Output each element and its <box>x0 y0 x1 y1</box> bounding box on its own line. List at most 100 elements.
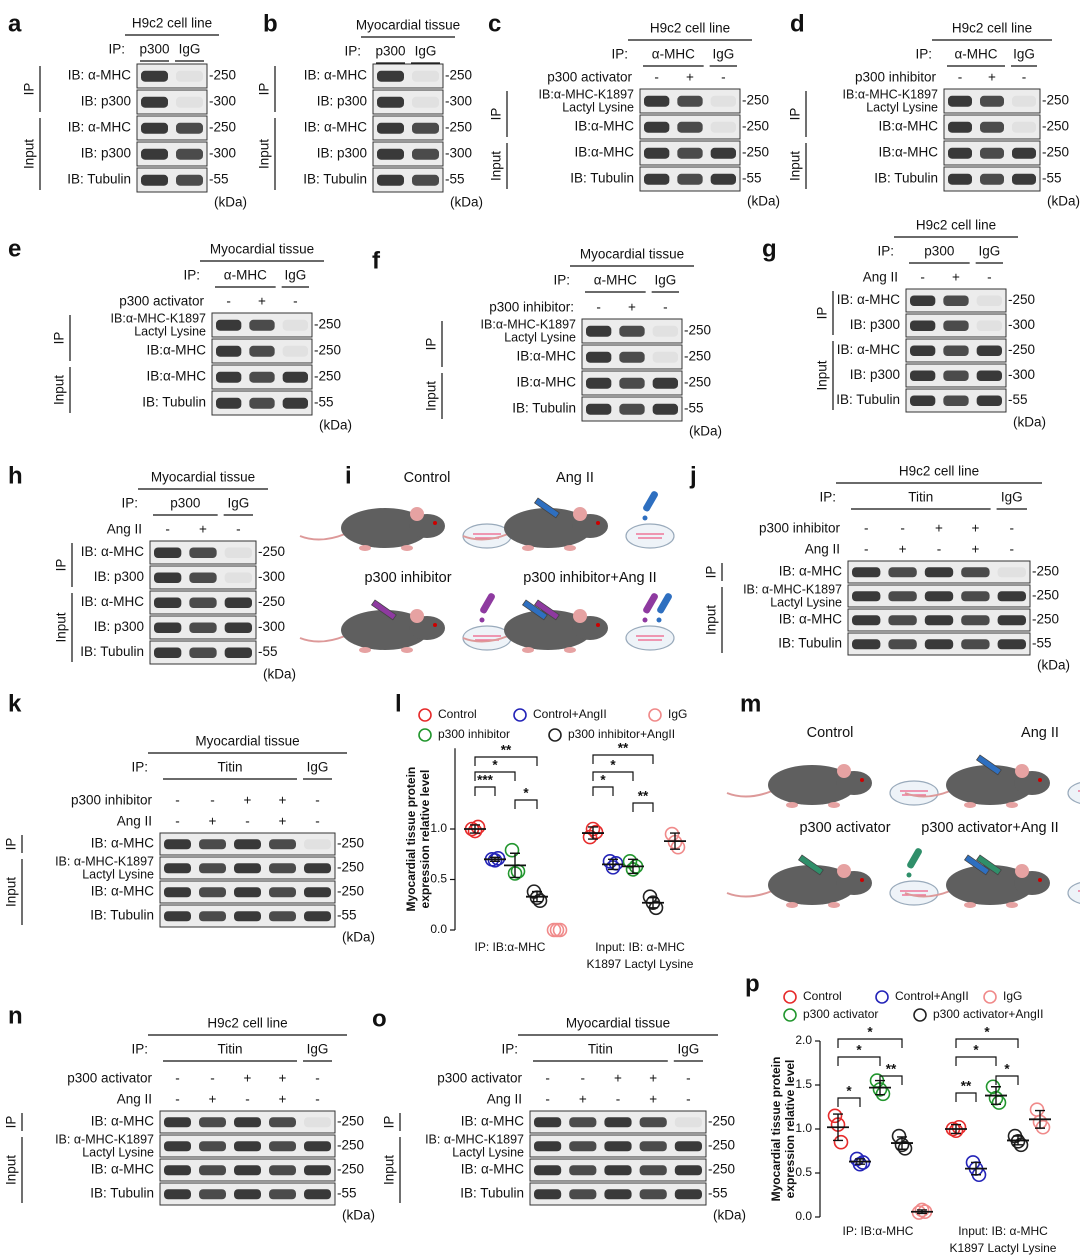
condition-mark: + <box>258 294 266 309</box>
blot-band <box>604 1141 632 1152</box>
mw-marker: -300 <box>445 146 472 161</box>
ip-group: IgG <box>712 47 734 62</box>
blot-band <box>189 547 217 558</box>
condition-mark: - <box>293 294 298 309</box>
mw-marker: -300 <box>258 619 285 634</box>
mouse-foot <box>828 802 840 808</box>
blot-band <box>269 1141 296 1152</box>
blot-band <box>619 377 645 389</box>
mw-marker: -250 <box>684 375 711 390</box>
condition-mark: - <box>315 1071 320 1086</box>
syringe <box>534 599 560 621</box>
blot-band <box>997 591 1026 602</box>
mouse-body <box>768 865 856 905</box>
mw-marker: -55 <box>1032 636 1052 651</box>
significance-bracket <box>632 802 654 812</box>
condition-mark: + <box>209 814 217 829</box>
blot-band <box>377 122 404 134</box>
blot-band <box>997 567 1026 578</box>
mouse-foot <box>359 647 371 653</box>
blot-band <box>1012 121 1036 133</box>
error-bar <box>670 832 680 850</box>
condition-mark: - <box>686 1092 691 1107</box>
ip-group: Titin <box>908 490 933 505</box>
mouse-eye <box>433 623 437 627</box>
error-bar <box>917 1209 927 1215</box>
data-point <box>991 1095 1007 1110</box>
kda-label: (kDa) <box>214 195 247 210</box>
mouse-tail <box>462 635 509 643</box>
row-label: IB: α-MHC <box>304 120 368 135</box>
blot-band <box>652 351 678 363</box>
condition-mark: - <box>1022 70 1027 85</box>
legend-label: p300 activator+AngII <box>933 1007 1043 1021</box>
y-axis-label: Myocardial tissue protein <box>404 767 418 912</box>
blot-band <box>304 911 331 922</box>
blot-band <box>412 122 439 134</box>
row-label: IB: p300 <box>94 569 144 584</box>
significance-label: ** <box>886 1062 897 1077</box>
blot-band <box>216 397 242 409</box>
blot-band <box>189 572 217 583</box>
mouse-foot <box>359 545 371 551</box>
blot-band <box>164 911 191 922</box>
blot-band <box>976 395 1002 406</box>
culture-dish <box>625 625 675 651</box>
blot-band <box>164 863 191 874</box>
mouse-body <box>341 610 429 650</box>
blot-band <box>224 572 252 583</box>
section-label: Input <box>382 1155 397 1185</box>
condition-label: p300 activator <box>67 1071 152 1086</box>
legend-marker <box>418 708 432 722</box>
blot-band <box>619 403 645 415</box>
panel-header: Myocardial tissue <box>566 1016 670 1031</box>
row-label: IB: p300 <box>81 94 131 109</box>
blot-band <box>224 547 252 558</box>
mw-marker: -250 <box>684 323 711 338</box>
row-label: Lactyl Lysine <box>866 100 938 114</box>
mw-marker: -250 <box>337 1114 364 1129</box>
blot-band <box>924 567 954 578</box>
error-bar <box>1035 1109 1045 1129</box>
blot-band <box>976 345 1002 356</box>
row-label: IB:α-MHC <box>878 119 938 134</box>
condition-label: p300 inhibitor: <box>489 300 574 315</box>
legend-label: Control+AngII <box>895 989 969 1003</box>
legend-marker <box>783 990 797 1004</box>
blot-band <box>377 70 404 82</box>
culture-dish <box>889 780 939 806</box>
row-label: IB: p300 <box>850 317 900 332</box>
row-label: IB: α-MHC-K1897 <box>425 1132 524 1146</box>
significance-bracket <box>837 1097 861 1107</box>
blot-band <box>997 615 1026 626</box>
legend-marker <box>783 1008 797 1022</box>
mw-marker: -250 <box>337 836 364 851</box>
cell-lines <box>636 635 664 641</box>
blot-band <box>164 1189 191 1200</box>
error-bar <box>648 896 658 909</box>
blot-band <box>710 95 736 107</box>
y-tick-label: 1.0 <box>795 1121 812 1135</box>
blot-band <box>189 597 217 608</box>
condition-mark: + <box>279 814 287 829</box>
blot-band <box>652 325 678 337</box>
data-point <box>1029 1102 1045 1117</box>
row-label: IB: Tubulin <box>80 644 144 659</box>
blot-band <box>154 647 182 658</box>
legend-label: IgG <box>668 707 687 721</box>
condition-mark: - <box>937 542 942 557</box>
row-label: IB:α-MHC <box>574 145 634 160</box>
condition-label: Ang II <box>107 522 142 537</box>
blot-band <box>677 121 703 133</box>
blot-band <box>269 887 296 898</box>
mouse-foot <box>564 647 576 653</box>
blot-band <box>674 1165 702 1176</box>
blot-band <box>269 1165 296 1176</box>
culture-dish <box>625 523 675 549</box>
row-label: IB: α-MHC <box>779 564 843 579</box>
mw-marker: -250 <box>258 594 285 609</box>
mouse-body <box>504 610 592 650</box>
mw-marker: -250 <box>742 93 769 108</box>
blot-band <box>164 887 191 898</box>
blot-band <box>586 351 612 363</box>
